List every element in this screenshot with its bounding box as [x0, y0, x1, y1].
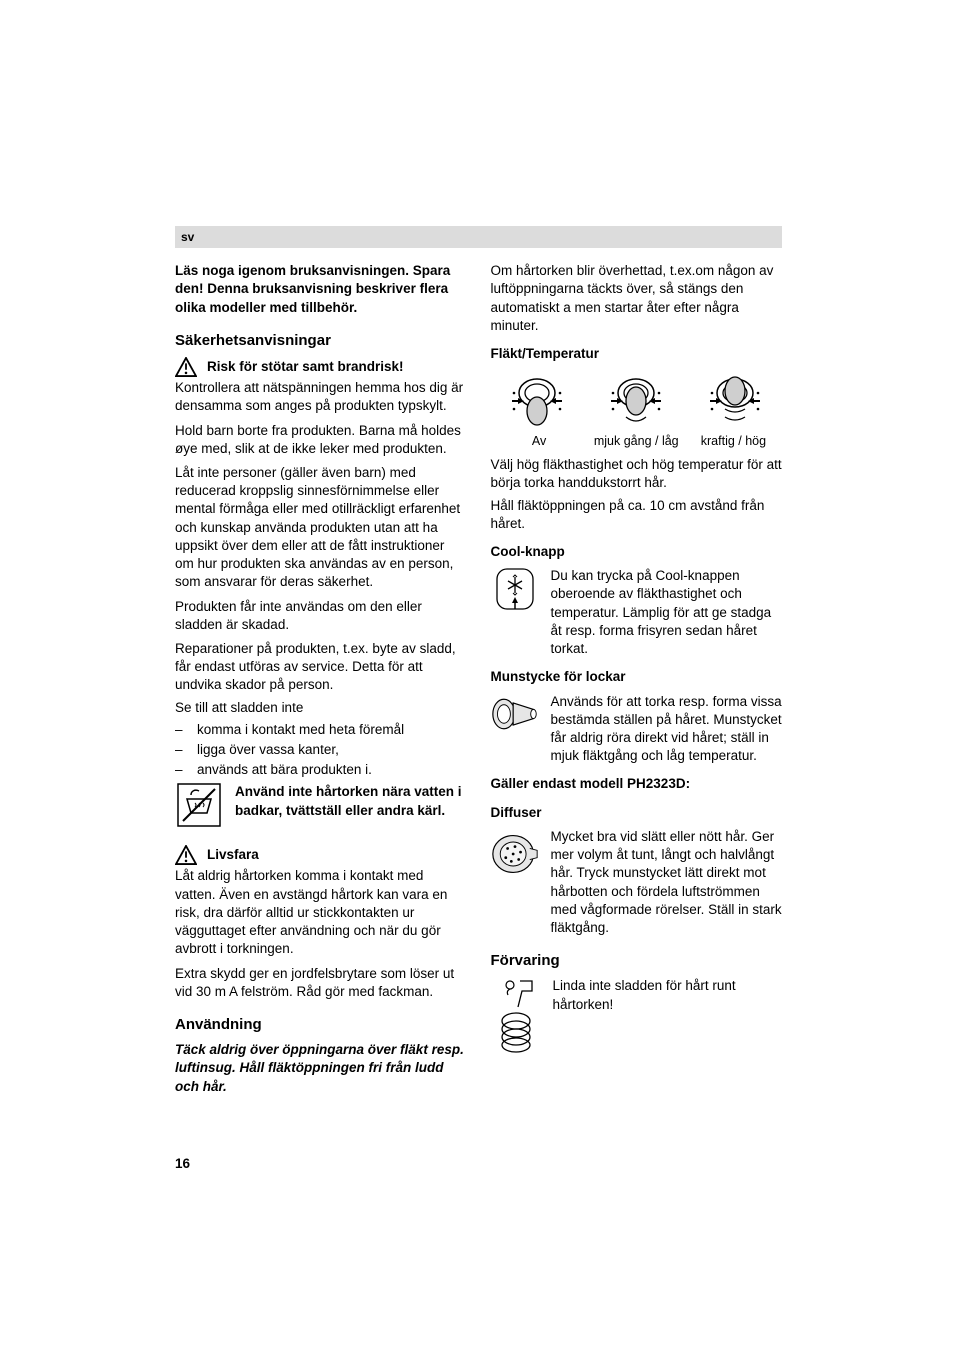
right-column: Om hårtorken blir överhettad, t.ex.om nå… [491, 262, 783, 1100]
storage-text: Linda inte sladden för hårt runt hårtork… [553, 977, 783, 1053]
warning-triangle-icon [175, 845, 197, 865]
cord-wrap-icon [492, 977, 540, 1053]
cord-bullet-1: ligga över vassa kanter, [197, 741, 339, 759]
usage-warning: Täck aldrig över öppningarna över fläkt … [175, 1041, 467, 1096]
fan-switch-diagram [491, 371, 783, 431]
nozzle-text: Används för att torka resp. forma vissa … [551, 693, 783, 766]
cool-text: Du kan trycka på Cool-knappen oberoende … [551, 567, 783, 658]
safety-p3: Låt inte personer (gäller även barn) med… [175, 464, 467, 592]
lifedanger-p2: Extra skydd ger en jordfelsbrytare som l… [175, 965, 467, 1001]
storage-heading: Förvaring [491, 951, 783, 971]
model-note: Gäller endast modell PH2323D: [491, 775, 783, 793]
safety-p6: Se till att sladden inte [175, 699, 467, 717]
cool-button-icon [493, 567, 537, 619]
left-column: Läs noga igenom bruksanvisningen. Spara … [175, 262, 467, 1100]
safety-p1: Kontrollera att nätspänningen hemma hos … [175, 379, 467, 415]
water-warning-text: Använd inte hårtorken nära vatten i badk… [235, 783, 467, 827]
nozzle-heading: Munstycke för lockar [491, 668, 783, 686]
fan-p2: Håll fläktöppningen på ca. 10 cm avstånd… [491, 497, 783, 533]
overheat-text: Om hårtorken blir överhettad, t.ex.om nå… [491, 262, 783, 335]
usage-heading: Användning [175, 1015, 467, 1035]
lifedanger-heading: Livsfara [207, 846, 259, 864]
cord-bullet-2: används att bära produkten i. [197, 761, 372, 779]
fan-label-2: kraftig / hög [685, 433, 782, 450]
safety-p4: Produkten får inte användas om den eller… [175, 598, 467, 634]
cord-list: –komma i kontakt med heta föremål –ligga… [175, 721, 467, 780]
fan-label-1: mjuk gång / låg [588, 433, 685, 450]
safety-p2: Hold barn borte fra produkten. Barna må … [175, 422, 467, 458]
diffuser-icon [491, 828, 539, 880]
curl-nozzle-icon [491, 693, 539, 735]
page-number: 16 [175, 1155, 190, 1173]
fan-label-0: Av [491, 433, 588, 450]
intro-text: Läs noga igenom bruksanvisningen. Spara … [175, 262, 467, 317]
no-water-icon [177, 783, 221, 827]
lifedanger-p1: Låt aldrig hårtorken komma i kontakt med… [175, 867, 467, 958]
fan-p1: Välj hög fläkthastighet och hög temperat… [491, 456, 783, 492]
language-bar: sv [175, 226, 782, 248]
safety-p5: Reparationer på produkten, t.ex. byte av… [175, 640, 467, 695]
cool-heading: Cool-knapp [491, 543, 783, 561]
switch-low-icon [601, 371, 671, 431]
warning-triangle-icon [175, 357, 197, 377]
risk-heading: Risk för stötar samt brandrisk! [207, 358, 404, 376]
diffuser-text: Mycket bra vid slätt eller nött hår. Ger… [551, 828, 783, 937]
switch-off-icon [502, 371, 572, 431]
safety-heading: Säkerhetsanvisningar [175, 331, 467, 351]
cord-bullet-0: komma i kontakt med heta föremål [197, 721, 404, 739]
fan-heading: Fläkt/Temperatur [491, 345, 783, 363]
switch-high-icon [700, 371, 770, 431]
diffuser-heading: Diffuser [491, 804, 783, 822]
